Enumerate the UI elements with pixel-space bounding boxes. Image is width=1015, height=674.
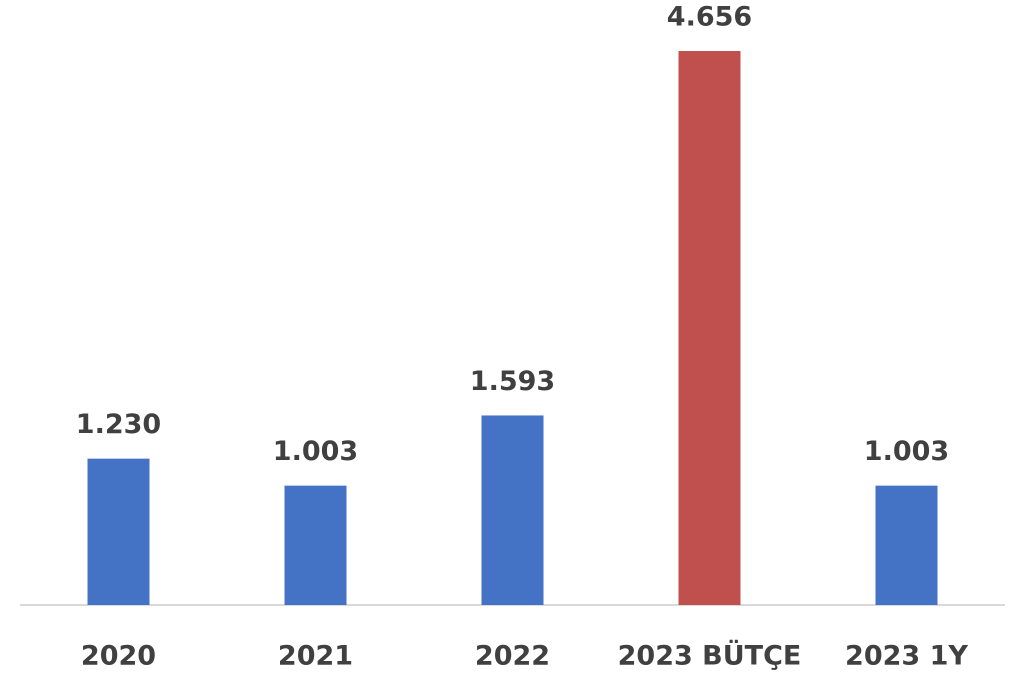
x-tick-label: 2021 xyxy=(278,641,353,672)
value-label: 4.656 xyxy=(667,2,752,33)
value-label: 1.003 xyxy=(864,436,949,467)
x-tick-label: 2022 xyxy=(475,641,550,672)
value-label: 1.003 xyxy=(273,436,358,467)
bar xyxy=(284,485,347,605)
bar xyxy=(481,415,544,605)
bar xyxy=(87,458,150,605)
x-tick-label: 2023 BÜTÇE xyxy=(618,639,802,672)
x-tick-label: 2023 1Y xyxy=(845,641,968,672)
x-tick-label: 2020 xyxy=(81,641,156,672)
bar xyxy=(875,485,938,605)
value-label: 1.230 xyxy=(76,409,161,440)
bar xyxy=(678,51,741,605)
value-label: 1.593 xyxy=(470,366,555,397)
